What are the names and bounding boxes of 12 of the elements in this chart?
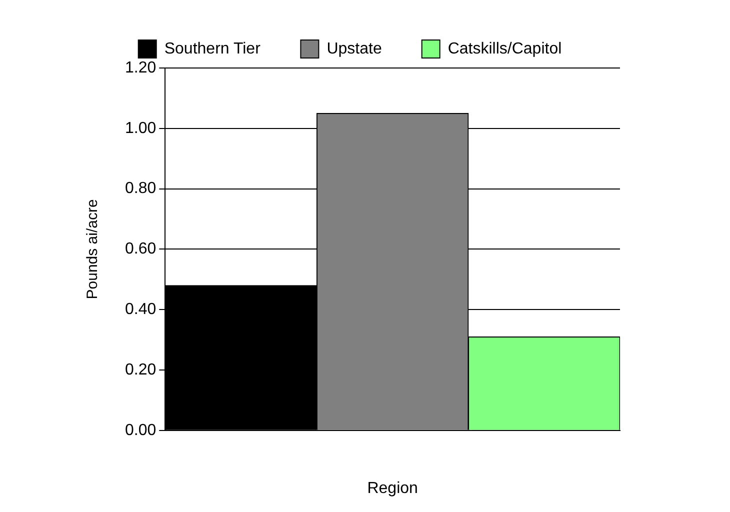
y-tick-label: 0.00 <box>125 422 156 439</box>
legend-label: Southern Tier <box>164 40 262 58</box>
y-tick-label: 0.80 <box>125 180 156 198</box>
x-axis-title: Region <box>367 480 418 497</box>
y-tick-label: 0.60 <box>125 240 156 258</box>
y-tick-label: 1.00 <box>125 120 156 137</box>
y-tick-label: 0.40 <box>125 301 156 318</box>
legend-label: Catskills/Capitol <box>448 40 562 58</box>
y-tick-label: 0.20 <box>125 361 156 378</box>
y-axis-title: Pounds ai/acre <box>84 199 102 300</box>
y-tick-label: 1.20 <box>125 59 156 76</box>
legend-label: Upstate <box>326 40 382 58</box>
